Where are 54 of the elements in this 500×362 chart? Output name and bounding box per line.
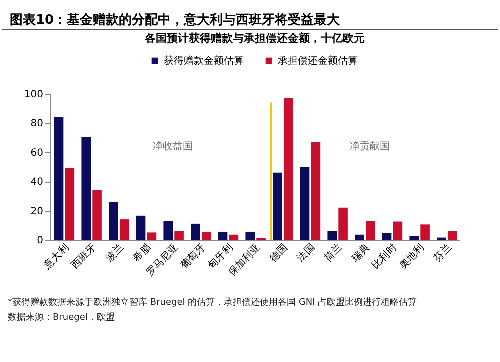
bar [246, 232, 255, 240]
bar [120, 220, 130, 240]
bar [92, 190, 102, 240]
bar [54, 117, 64, 240]
bar [420, 224, 430, 240]
bar [191, 224, 200, 240]
bar [65, 168, 75, 240]
y-tick-label: 80 [30, 118, 44, 130]
y-tick-label: 100 [24, 90, 44, 100]
bar [136, 216, 146, 240]
bar [311, 142, 321, 240]
source-note: 数据来源：Bruegel，欧盟 [8, 312, 115, 323]
bar [229, 234, 239, 240]
bar [284, 98, 294, 240]
bar [382, 233, 392, 240]
x-tick-label: 葡萄牙 [178, 242, 208, 272]
annotation: 净收益国 [153, 140, 193, 153]
x-tick-label: 芬兰 [431, 242, 454, 264]
bar [338, 208, 348, 240]
bar [410, 236, 419, 240]
chart-title: 图表10：基金赠款的分配中，意大利与西班牙将受益最大 [10, 12, 342, 28]
x-tick-label: 荷兰 [322, 242, 345, 264]
x-tick-label: 西班牙 [69, 242, 99, 272]
x-tick-label: 波兰 [103, 242, 126, 264]
x-tick-label: 瑞典 [349, 242, 372, 264]
y-tick-label: 20 [30, 206, 44, 218]
x-tick-label: 比利时 [370, 242, 400, 272]
bar [202, 232, 212, 240]
legend-label: 承担偿还金额估算 [278, 55, 358, 67]
bar [328, 231, 337, 240]
bar [355, 234, 364, 240]
y-tick-label: 0 [37, 236, 44, 246]
bar [393, 222, 403, 240]
bar [109, 202, 118, 240]
bar [174, 231, 184, 240]
bar [366, 221, 376, 240]
y-tick-label: 40 [30, 177, 44, 188]
chart-subtitle: 各国预计获得赠款与承担偿还金额，十亿欧元 [144, 32, 365, 45]
bar [218, 232, 228, 240]
x-tick-label: 奥地利 [397, 242, 427, 272]
annotation: 净贡献国 [350, 140, 390, 153]
x-tick-label: 法国 [294, 242, 318, 264]
bar [300, 167, 310, 240]
x-tick-label: 德国 [268, 242, 290, 264]
text: *获得赠款数据来源于欧洲独立智库 Bruegel 的估算，承担偿还使用各国 GNI 占欧盟比例进行粗略估算 [8, 297, 418, 308]
x-tick-label: 意大利 [41, 242, 72, 272]
legend-label: 获得赠款金额估算 [164, 55, 244, 67]
bar [147, 232, 157, 240]
bar [82, 137, 91, 240]
bar [164, 221, 173, 240]
bar [448, 231, 458, 240]
y-tick-label: 60 [30, 148, 44, 159]
x-tick-label: 希腊 [130, 242, 154, 264]
bar [273, 172, 282, 240]
